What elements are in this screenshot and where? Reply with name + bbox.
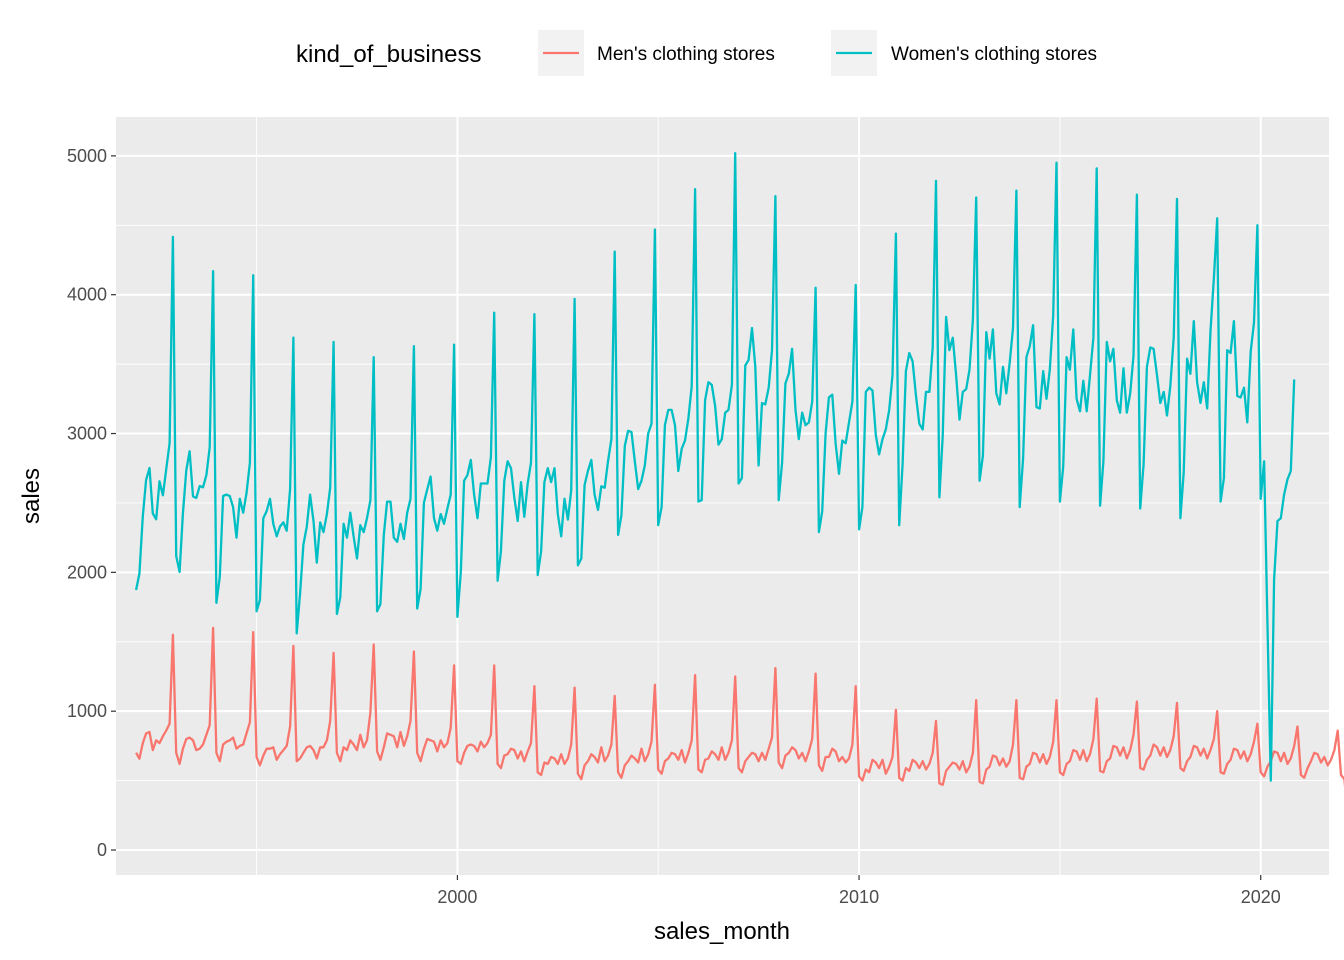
data-series [134, 151, 1344, 788]
legend-label-men: Men's clothing stores [597, 44, 775, 65]
x-tick-label: 2000 [437, 887, 477, 907]
legend-label-women: Women's clothing stores [891, 44, 1097, 65]
y-axis-title: sales [18, 468, 45, 524]
y-tick-label: 5000 [67, 146, 107, 166]
x-tick-label: 2020 [1241, 887, 1281, 907]
legend-title: kind_of_business [296, 41, 481, 68]
legend: kind_of_business Men's clothing stores W… [296, 30, 1097, 76]
axes: 0 1000 2000 3000 4000 5000 2000 2010 2020 [67, 146, 1281, 907]
x-axis-title: sales_month [654, 918, 790, 945]
x-tick-label: 2010 [839, 887, 879, 907]
y-tick-label: 2000 [67, 562, 107, 582]
y-tick-label: 4000 [67, 285, 107, 305]
y-tick-label: 1000 [67, 701, 107, 721]
y-tick-label: 3000 [67, 424, 107, 444]
series-line-women-s-clothing-stores [134, 151, 1296, 782]
y-tick-label: 0 [97, 840, 107, 860]
series-line-men-s-clothing-stores [135, 626, 1344, 788]
